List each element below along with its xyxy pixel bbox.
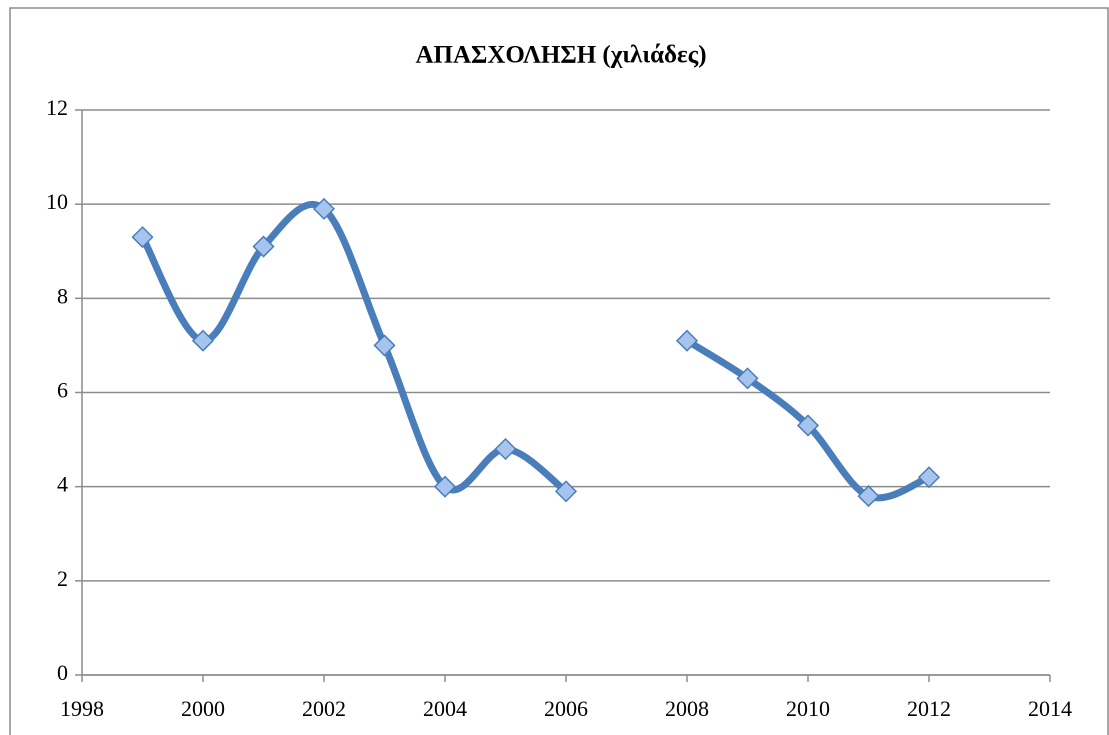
marker [433, 475, 457, 498]
x-tick-label: 2014 [1028, 696, 1072, 721]
y-tick-label: 4 [57, 472, 68, 497]
marker [917, 466, 941, 489]
chart-frame [9, 7, 1109, 735]
marker [675, 329, 699, 352]
y-tick-label: 8 [57, 283, 68, 308]
x-tick-label: 2004 [423, 696, 467, 721]
marker [131, 226, 154, 249]
y-tick-label: 2 [57, 566, 68, 591]
x-tick-label: 2006 [544, 696, 588, 721]
marker [191, 329, 215, 352]
y-tick-label: 10 [46, 189, 68, 214]
x-tick-label: 2012 [907, 696, 951, 721]
marker [252, 235, 275, 258]
marker [796, 414, 820, 437]
y-tick-label: 12 [46, 95, 68, 120]
marker [857, 485, 880, 508]
marker [312, 197, 336, 220]
x-tick-label: 2008 [665, 696, 709, 721]
x-tick-label: 2010 [786, 696, 830, 721]
y-tick-label: 0 [57, 660, 68, 685]
x-tick-label: 2002 [302, 696, 346, 721]
marker [494, 437, 517, 461]
marker [554, 480, 578, 503]
chart-title: ΑΠΑΣΧΟΛΗΣΗ (χιλιάδες) [415, 42, 706, 69]
x-tick-label: 1998 [60, 696, 104, 721]
x-tick-label: 2000 [181, 696, 225, 721]
marker [736, 367, 759, 390]
marker [373, 334, 396, 357]
y-tick-label: 6 [57, 378, 68, 403]
